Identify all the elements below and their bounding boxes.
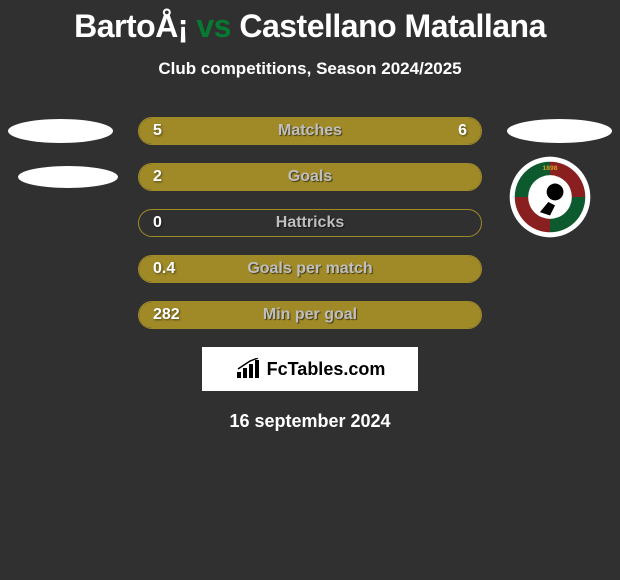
stat-value-right: 6 xyxy=(458,122,467,140)
vs-text: vs xyxy=(196,8,231,44)
chart-icon xyxy=(235,358,261,380)
stat-value-left: 282 xyxy=(153,306,180,324)
stat-bar: 0 Hattricks xyxy=(138,209,482,237)
brand-logo: FcTables.com xyxy=(202,347,418,391)
stat-value-left: 0.4 xyxy=(153,260,175,278)
stat-bar: 2 Goals xyxy=(138,163,482,191)
stat-bar: 5 6 Matches xyxy=(138,117,482,145)
stat-row: 0 Hattricks xyxy=(0,209,620,237)
stat-row: 0.4 Goals per match xyxy=(0,255,620,283)
player2-name: Castellano Matallana xyxy=(239,8,546,44)
stat-row: 1898 2 Goals xyxy=(0,163,620,191)
stat-label: Min per goal xyxy=(263,306,357,324)
team-badge-left xyxy=(8,119,113,143)
team-badge-right xyxy=(507,119,612,143)
stat-value-left: 2 xyxy=(153,168,162,186)
stat-bar: 0.4 Goals per match xyxy=(138,255,482,283)
stat-value-left: 5 xyxy=(153,122,162,140)
svg-text:1898: 1898 xyxy=(543,165,558,172)
stat-row: 5 6 Matches xyxy=(0,117,620,145)
stat-label: Matches xyxy=(278,122,342,140)
brand-text: FcTables.com xyxy=(267,359,386,380)
player1-name: BartoÅ¡ xyxy=(74,8,188,44)
stat-row: 282 Min per goal xyxy=(0,301,620,329)
stats-chart: 5 6 Matches 1898 2 Goals 0 Hattricks 0.4 Goals … xyxy=(0,117,620,329)
stat-value-left: 0 xyxy=(153,214,162,232)
stat-label: Hattricks xyxy=(276,214,344,232)
stat-label: Goals per match xyxy=(247,260,372,278)
date-text: 16 september 2024 xyxy=(0,411,620,432)
stat-bar: 282 Min per goal xyxy=(138,301,482,329)
season-subtitle: Club competitions, Season 2024/2025 xyxy=(0,59,620,79)
team-badge-left xyxy=(18,166,118,188)
comparison-title: BartoÅ¡ vs Castellano Matallana xyxy=(0,0,620,45)
stat-label: Goals xyxy=(288,168,332,186)
